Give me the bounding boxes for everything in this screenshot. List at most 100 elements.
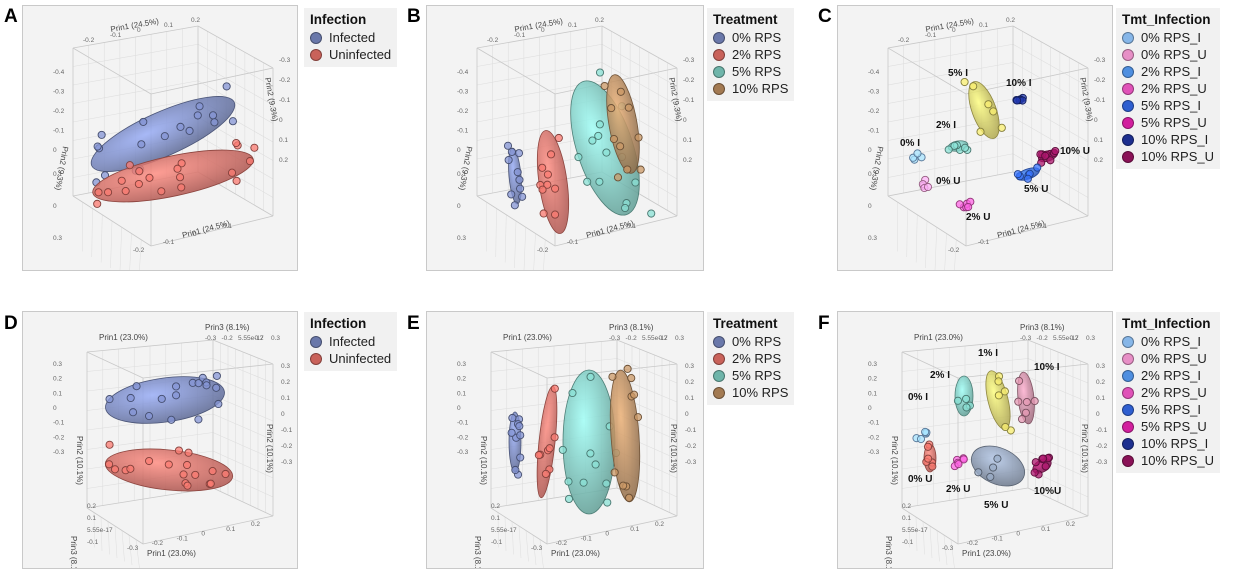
- tick-label: -0.2: [457, 434, 469, 441]
- legend-title: Treatment: [713, 316, 778, 331]
- data-point: [518, 192, 527, 201]
- legend-label: 0% RPS_I: [1141, 334, 1201, 349]
- tick-label: -0.2: [683, 77, 695, 84]
- tick-label: -0.1: [978, 239, 990, 246]
- legend-label: 2% RPS_U: [1141, 81, 1207, 96]
- tick-label: -0.3: [53, 89, 65, 96]
- rps2-dot-icon: [713, 48, 725, 61]
- data-point: [1015, 376, 1024, 385]
- data-point: [634, 133, 643, 142]
- legend-item: 5% RPS_I: [1122, 401, 1214, 418]
- data-point: [194, 415, 203, 424]
- legend-label: 10% RPS_I: [1141, 132, 1209, 147]
- data-point: [989, 107, 998, 116]
- data-point: [923, 442, 933, 451]
- cube-edge: [601, 25, 678, 69]
- cube-edge: [142, 515, 274, 545]
- tick-label: 0: [868, 203, 872, 210]
- data-point: [550, 384, 559, 393]
- data-point: [232, 138, 241, 148]
- tmt-dot-icon: [1122, 116, 1134, 129]
- data-point: [623, 364, 632, 373]
- data-point: [1023, 174, 1032, 183]
- tick-label: -0.2: [133, 247, 145, 254]
- cube-edge: [887, 171, 1014, 197]
- tick-label: -0.1: [868, 420, 880, 427]
- data-point: [222, 82, 231, 91]
- axis-label-bottom: Prin1 (23.0%): [147, 549, 196, 558]
- data-point: [172, 382, 181, 391]
- tick-label: -0.3: [1096, 459, 1108, 466]
- axis-label-left-lower: Prin3 (8.1%): [473, 536, 482, 568]
- data-point: [145, 173, 154, 182]
- tmt-dot-icon: [1122, 150, 1134, 163]
- tmt-dot-icon: [1122, 352, 1134, 365]
- axis-label-top-right: Prin3 (8.1%): [609, 323, 654, 332]
- cube-edge: [476, 47, 556, 95]
- grid-line: [944, 233, 947, 270]
- tick-label: 0: [457, 203, 461, 210]
- data-point: [921, 427, 930, 437]
- grid-line: [922, 521, 925, 555]
- data-point: [227, 168, 237, 177]
- tick-label: 0.1: [630, 526, 639, 533]
- data-point: [210, 118, 219, 127]
- tick-label: -0.2: [53, 434, 65, 441]
- cube-edge: [901, 507, 959, 545]
- axis-label-top-right: Prin3 (8.1%): [205, 323, 250, 332]
- legend-title: Tmt_Infection: [1122, 12, 1211, 27]
- tick-label: -0.2: [1037, 335, 1049, 342]
- legend-e: Treatment 0% RPS 2% RPS 5% RPS 10% RPS: [707, 312, 795, 405]
- data-point: [117, 176, 126, 185]
- data-point: [157, 187, 166, 196]
- legend-item: 10% RPS: [713, 80, 788, 97]
- grid-line: [533, 233, 536, 270]
- grid-line: [1027, 450, 1089, 479]
- legend-item: 2% RPS_U: [1122, 384, 1214, 401]
- data-point: [516, 184, 525, 193]
- data-point: [174, 446, 183, 455]
- grid-line: [135, 539, 140, 568]
- tick-label: 0: [193, 231, 197, 238]
- cluster-label: 5% U: [1024, 184, 1048, 195]
- data-point: [568, 388, 577, 398]
- tick-label: -0.1: [53, 128, 65, 135]
- data-point: [595, 68, 605, 77]
- legend-item: 5% RPS_U: [1122, 418, 1214, 435]
- legend-item: 5% RPS: [713, 367, 788, 384]
- tick-label: -0.1: [491, 539, 503, 546]
- tick-label: 0.2: [1006, 17, 1015, 24]
- tick-label: 0.1: [683, 137, 692, 144]
- cube-edge: [476, 25, 603, 49]
- tick-label: 0.2: [255, 335, 264, 342]
- tmt-dot-icon: [1122, 99, 1134, 112]
- tick-label: 0.2: [87, 503, 96, 510]
- data-point: [534, 451, 543, 460]
- data-point: [591, 460, 600, 469]
- panel-letter-f: F: [818, 313, 830, 334]
- data-point: [1017, 415, 1027, 424]
- tick-label: 0: [1008, 231, 1012, 238]
- plot-d: Prin1 (23.0%) Prin3 (8.1%) Prin2 (10.1%) Pr…: [22, 311, 298, 569]
- data-point: [583, 177, 592, 186]
- data-point: [627, 374, 636, 383]
- data-point: [184, 448, 193, 457]
- grid-line: [212, 413, 274, 441]
- tick-label: 0.1: [226, 526, 235, 533]
- tick-label: -0.3: [457, 449, 469, 456]
- data-point: [974, 468, 983, 477]
- grid-line: [943, 534, 948, 566]
- tick-label: -0.2: [1094, 77, 1106, 84]
- data-point: [105, 395, 114, 404]
- tick-label: 0.1: [685, 395, 694, 402]
- legend-label: 5% RPS: [732, 368, 782, 383]
- plot-d-svg: Prin1 (23.0%) Prin3 (8.1%) Prin2 (10.1%) Pr…: [53, 323, 293, 568]
- uninfected-dot-icon: [310, 48, 322, 61]
- grid-line: [1027, 432, 1089, 460]
- tmt-dot-icon: [1122, 82, 1134, 95]
- data-point: [624, 103, 633, 112]
- data-point: [167, 415, 176, 424]
- data-point: [647, 209, 656, 218]
- legend-b: Treatment 0% RPS 2% RPS 5% RPS 10% RPS: [707, 8, 795, 101]
- tick-label: 0.2: [281, 379, 290, 386]
